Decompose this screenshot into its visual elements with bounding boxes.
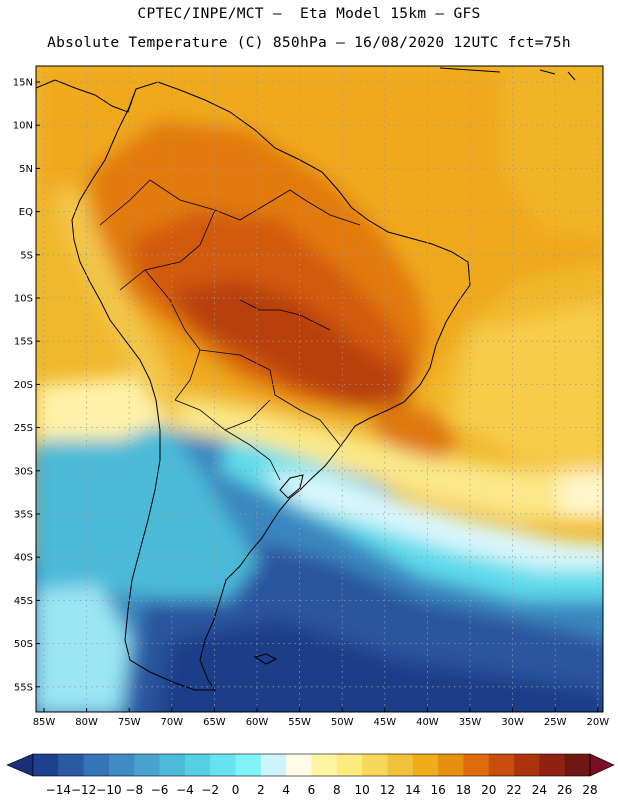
colorbar-swatch: [539, 754, 565, 776]
colorbar-label: −14: [46, 783, 71, 797]
colorbar-label: 22: [506, 783, 521, 797]
colorbar-swatch: [210, 754, 236, 776]
lon-label: 85W: [33, 717, 56, 728]
caribbean-islands: [439, 67, 576, 81]
graticule: [36, 66, 603, 712]
colorbar-label: 18: [456, 783, 471, 797]
colorbar-under-arrow: [6, 753, 34, 777]
colorbar-label: 16: [430, 783, 445, 797]
colorbar-swatch: [235, 754, 262, 776]
lon-label: 75W: [118, 717, 141, 728]
colorbar-label: 8: [333, 783, 341, 797]
lon-label: 35W: [459, 717, 482, 728]
colorbar-label: −2: [201, 783, 219, 797]
colorbar-label: 4: [282, 783, 290, 797]
lat-label: 35S: [14, 510, 33, 521]
lat-label: EQ: [19, 207, 33, 218]
lat-label: 20S: [14, 380, 33, 391]
colorbar-swatch: [387, 754, 414, 776]
chart-title-line2: Absolute Temperature (C) 850hPa – 16/08/…: [47, 35, 571, 51]
colorbar-swatch: [564, 754, 591, 776]
lat-label: 15S: [14, 337, 33, 348]
lat-label: 30S: [14, 466, 33, 477]
coastline-outlines: [36, 67, 576, 691]
colorbar-label: 24: [532, 783, 547, 797]
colorbar-swatch: [488, 754, 515, 776]
lat-label: 50S: [14, 639, 33, 650]
colorbar-swatch: [412, 754, 439, 776]
central-america-coast: [36, 79, 137, 113]
falklands: [253, 653, 278, 665]
temperature-field: [36, 66, 603, 712]
colorbar-label: 6: [308, 783, 316, 797]
lon-label: 50W: [331, 717, 354, 728]
lat-label: 5S: [20, 250, 33, 261]
colorbar-label: 2: [257, 783, 265, 797]
colorbar-swatch: [33, 754, 59, 776]
uruguay-coast: [279, 474, 304, 499]
colorbar-label: 10: [354, 783, 369, 797]
lat-label: 15N: [13, 78, 33, 89]
lon-label: 20W: [586, 717, 609, 728]
lon-label: 80W: [75, 717, 98, 728]
chart-title-line1: CPTEC/INPE/MCT – Eta Model 15km – GFS: [137, 6, 481, 22]
colorbar-label: 12: [380, 783, 395, 797]
lon-label: 40W: [416, 717, 439, 728]
colorbar-label: −8: [125, 783, 143, 797]
colorbar-swatch: [260, 754, 287, 776]
colorbar-label: −12: [71, 783, 96, 797]
latitude-labels: 15N 10N 5N EQ 5S 10S 15S 20S 25S 30S 35S 40S 45S 50S 5…: [13, 78, 40, 693]
country-borders: [99, 179, 361, 481]
lat-label: 10S: [14, 294, 33, 305]
lon-label: 60W: [246, 717, 269, 728]
colorbar-swatch: [159, 754, 186, 776]
lat-label: 55S: [14, 682, 33, 693]
colorbar-label: 28: [582, 783, 597, 797]
map-frame: [35, 65, 604, 713]
colorbar-swatch: [514, 754, 540, 776]
colorbar-swatch: [286, 754, 312, 776]
colorbar-swatch: [362, 754, 388, 776]
colorbar-label: 0: [232, 783, 240, 797]
lon-label: 70W: [160, 717, 183, 728]
colorbar-label: 14: [405, 783, 420, 797]
lon-label: 30W: [501, 717, 524, 728]
colorbar-swatch: [463, 754, 490, 776]
colorbar: −14 −12 −10 −8 −6 −4 −2 0 2 4 6 8 10 12 14 16 18 20 22 24 26…: [6, 753, 615, 797]
longitude-labels: 85W 80W 75W 70W 65W 60W 55W 50W 45W 40W 35W 30W 25W 2…: [33, 708, 609, 728]
colorbar-swatch: [134, 754, 160, 776]
lat-label: 40S: [14, 553, 33, 564]
colorbar-swatch: [184, 754, 211, 776]
colorbar-swatch: [58, 754, 84, 776]
lat-label: 5N: [19, 164, 33, 175]
colorbar-swatch: [438, 754, 464, 776]
lon-label: 55W: [288, 717, 311, 728]
south-america-coastline: [71, 81, 471, 691]
colorbar-over-arrow: [589, 753, 615, 777]
colorbar-label: −4: [176, 783, 194, 797]
lon-label: 45W: [373, 717, 396, 728]
lat-label: 10N: [13, 121, 33, 132]
colorbar-label: −6: [151, 783, 169, 797]
lat-label: 45S: [14, 596, 33, 607]
colorbar-swatch: [336, 754, 363, 776]
lat-label: 25S: [14, 423, 33, 434]
lon-label: 25W: [544, 717, 567, 728]
colorbar-swatch: [311, 754, 338, 776]
colorbar-swatch: [108, 754, 135, 776]
colorbar-frame: [32, 753, 591, 777]
colorbar-label: 20: [481, 783, 496, 797]
colorbar-label: −10: [96, 783, 121, 797]
colorbar-swatch: [83, 754, 110, 776]
lon-label: 65W: [203, 717, 226, 728]
colorbar-label: 26: [557, 783, 572, 797]
